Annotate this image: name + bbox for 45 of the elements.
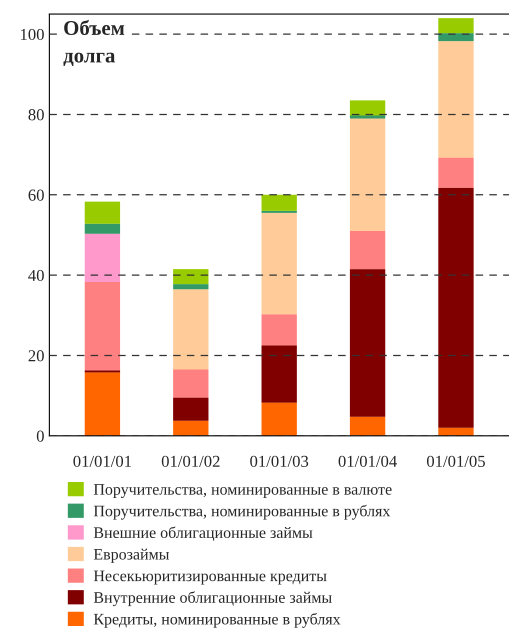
y-tick-label: 0 [36, 430, 44, 442]
y-tick-label: 20 [28, 350, 44, 362]
bar [262, 345, 297, 403]
x-tick-label: 01/01/02 [162, 456, 220, 467]
bar [84, 282, 120, 370]
legend-label: Поручительства, номинированные в рублях [94, 504, 390, 520]
x-tick-label: 01/01/05 [426, 456, 485, 467]
bar [173, 284, 208, 290]
bar [350, 115, 386, 118]
bar [84, 224, 120, 234]
bar [84, 372, 120, 436]
text: Объем долга [63, 20, 124, 66]
bar [262, 194, 297, 211]
x-tick-label: 01/01/03 [250, 456, 308, 467]
bar [173, 269, 208, 284]
y-tick-label: 60 [28, 190, 44, 201]
bar [438, 158, 474, 188]
bar [262, 212, 297, 314]
y-tick-label: 100 [20, 28, 44, 40]
x-tick-label: 01/01/01 [73, 456, 132, 467]
legend-label: Внутренние облигационные займы [94, 591, 332, 606]
bar [350, 118, 386, 231]
bar [173, 420, 208, 436]
bar [84, 234, 120, 282]
bar [173, 398, 208, 421]
bar [262, 402, 297, 436]
legend-label: Поручительства, номинированные в валюте [94, 484, 392, 498]
legend-label: Несекьюритизированные кредиты [94, 570, 327, 585]
bar [84, 202, 120, 224]
bar [438, 41, 474, 158]
bar [438, 188, 474, 428]
y-tick-label: 80 [28, 109, 44, 120]
bar [350, 416, 386, 436]
bar [350, 230, 386, 270]
bar [173, 289, 208, 370]
legend-label: Еврозаймы [94, 548, 170, 563]
legend-label: Внешние облигационные займы [94, 526, 312, 541]
bar [438, 18, 474, 34]
x-tick-label: 01/01/04 [338, 456, 397, 467]
y-tick-label: 40 [28, 270, 44, 282]
bar [262, 314, 297, 346]
bar [350, 269, 386, 417]
bar [173, 370, 208, 398]
legend-label: Кредиты, номинированные в рублях [94, 612, 340, 628]
bar [350, 100, 386, 116]
